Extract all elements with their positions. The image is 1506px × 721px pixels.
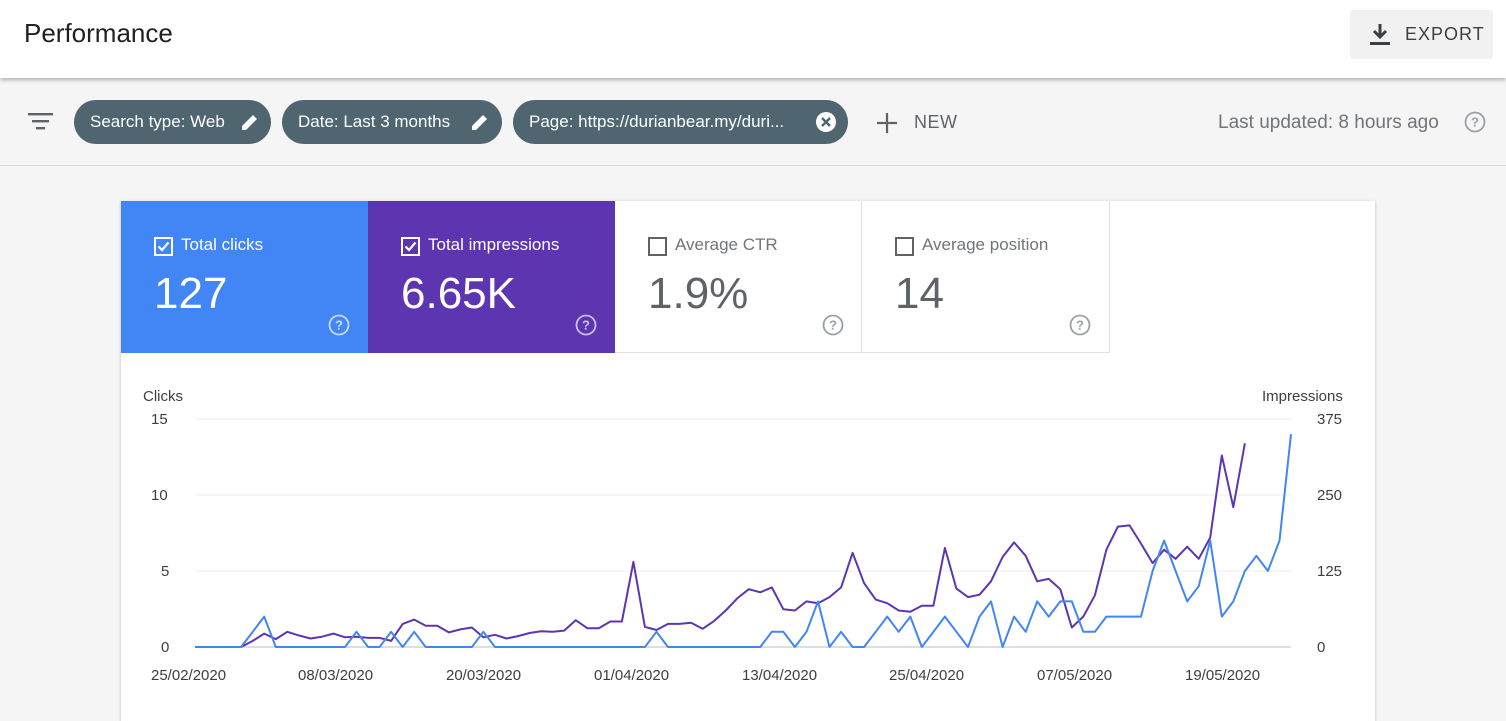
y-right-tick: 125	[1317, 563, 1343, 580]
export-button[interactable]: EXPORT	[1350, 10, 1493, 59]
series-line-impressions	[195, 443, 1246, 648]
checkbox-unchecked-icon[interactable]	[648, 237, 667, 256]
y-left-tick: 5	[161, 563, 170, 580]
y-left-tick: 15	[151, 411, 168, 428]
y-axis-left-title: Clicks	[143, 388, 183, 405]
filter-list-icon[interactable]	[28, 112, 54, 132]
svg-text:?: ?	[1471, 115, 1479, 130]
page-title: Performance	[24, 18, 173, 48]
metric-label: Average CTR	[675, 235, 778, 254]
series-line-clicks	[195, 434, 1292, 648]
plus-icon	[877, 113, 897, 133]
last-updated-text: Last updated: 8 hours ago	[1218, 112, 1439, 133]
metric-value: 127	[154, 269, 228, 318]
svg-text:?: ?	[335, 318, 343, 333]
metric-value: 1.9%	[648, 269, 749, 318]
y-left-tick: 0	[161, 639, 170, 656]
line-chart	[195, 418, 1292, 648]
help-circle-icon[interactable]: ?	[1069, 314, 1091, 336]
x-tick: 13/04/2020	[742, 667, 818, 684]
svg-text:?: ?	[829, 318, 837, 333]
y-left-tick: 10	[151, 487, 168, 504]
checkbox-checked-icon[interactable]	[154, 237, 173, 256]
metric-label: Total clicks	[181, 235, 264, 254]
metric-total-clicks[interactable]: Total clicks 127 ?	[121, 201, 368, 353]
filter-chip-page[interactable]: Page: https://durianbear.my/duri...	[513, 100, 848, 144]
help-circle-icon[interactable]: ?	[822, 314, 844, 336]
metric-average-ctr[interactable]: Average CTR 1.9% ?	[615, 201, 862, 353]
pencil-icon[interactable]	[470, 112, 490, 132]
filter-bar: Search type: Web Date: Last 3 months Pag…	[0, 78, 1506, 166]
metric-value: 6.65K	[401, 269, 516, 318]
pencil-icon[interactable]	[240, 112, 260, 132]
x-tick: 08/03/2020	[298, 667, 374, 684]
x-tick: 25/04/2020	[889, 667, 965, 684]
chip-label: Page: https://durianbear.my/duri...	[529, 112, 785, 131]
metric-label: Total impressions	[428, 235, 560, 254]
chart-area: Clicks Impressions 15 10 5 0 375 250 125…	[121, 353, 1375, 721]
new-filter-button[interactable]: NEW	[872, 108, 962, 138]
checkbox-checked-icon[interactable]	[401, 237, 420, 256]
help-circle-icon[interactable]: ?	[575, 314, 597, 336]
download-icon	[1370, 24, 1390, 45]
x-tick: 01/04/2020	[594, 667, 670, 684]
y-axis-right-title: Impressions	[1262, 388, 1343, 405]
metric-total-impressions[interactable]: Total impressions 6.65K ?	[368, 201, 615, 353]
new-label: NEW	[914, 112, 958, 132]
close-circle-icon[interactable]	[815, 111, 837, 133]
chip-label: Date: Last 3 months	[298, 112, 451, 131]
metric-value: 14	[895, 269, 944, 318]
x-tick: 19/05/2020	[1185, 667, 1261, 684]
export-label: EXPORT	[1405, 24, 1485, 44]
y-right-tick: 250	[1317, 487, 1343, 504]
checkbox-unchecked-icon[interactable]	[895, 237, 914, 256]
x-tick: 07/05/2020	[1037, 667, 1113, 684]
x-tick: 25/02/2020	[151, 667, 227, 684]
performance-card: Total clicks 127 ? Total impressions 6.6…	[121, 201, 1375, 721]
y-right-tick: 0	[1317, 639, 1326, 656]
x-tick: 20/03/2020	[446, 667, 522, 684]
svg-text:?: ?	[1076, 318, 1084, 333]
svg-text:?: ?	[582, 318, 590, 333]
help-circle-icon[interactable]: ?	[1464, 111, 1486, 133]
top-app-bar: Performance EXPORT	[0, 0, 1506, 78]
chip-label: Search type: Web	[90, 112, 225, 131]
metric-average-position[interactable]: Average position 14 ?	[862, 201, 1110, 353]
filter-chip-date[interactable]: Date: Last 3 months	[282, 100, 502, 144]
metric-label: Average position	[922, 235, 1049, 254]
filter-chip-search-type[interactable]: Search type: Web	[74, 100, 271, 144]
y-right-tick: 375	[1317, 411, 1343, 428]
help-circle-icon[interactable]: ?	[328, 314, 350, 336]
